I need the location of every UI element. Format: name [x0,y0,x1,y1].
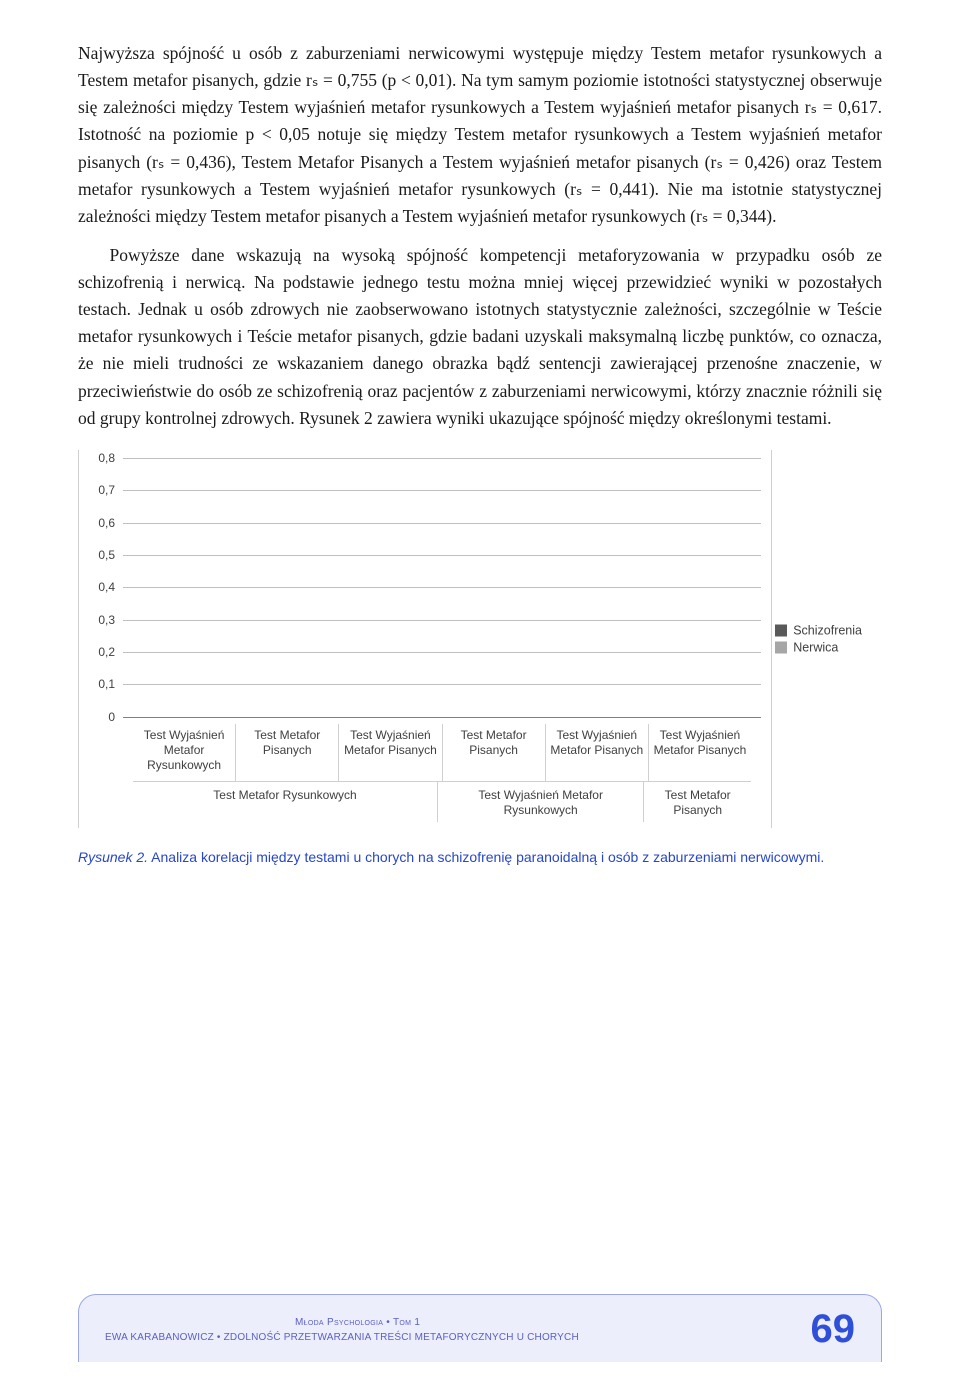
gridline [123,652,761,653]
x-label-top: Test Wyjaśnień Metafor Pisanych [338,724,441,781]
x-label-top: Test Wyjaśnień Metafor Pisanych [545,724,648,781]
paragraph-1: Najwyższa spójność u osób z zaburzeniami… [78,40,882,230]
x-label-top: Test Metafor Pisanych [235,724,338,781]
legend-swatch [775,624,787,636]
gridline [123,587,761,588]
y-tick-label: 0,2 [98,645,115,659]
y-tick-label: 0,7 [98,483,115,497]
footer-line2: EWA KARABANOWICZ • ZDOLNOŚĆ PRZETWARZANI… [105,1330,579,1345]
y-tick-label: 0,8 [98,451,115,465]
x-label-bottom: Test Metafor Pisanych [643,781,751,822]
legend-swatch [775,641,787,653]
gridline [123,458,761,459]
x-axis-bottom-labels: Test Metafor RysunkowychTest Wyjaśnień M… [123,781,761,828]
legend-item: Schizofrenia [775,623,862,637]
gridline [123,555,761,556]
x-label-top: Test Wyjaśnień Metafor Pisanych [648,724,751,781]
x-label-bottom: Test Metafor Rysunkowych [133,781,437,822]
gridline [123,620,761,621]
chart-plot-area: 00,10,20,30,40,50,60,70,8 [123,458,761,718]
y-tick-label: 0,6 [98,516,115,530]
figure-caption: Rysunek 2. Analiza korelacji między test… [78,848,882,868]
legend-item: Nerwica [775,640,862,654]
page-number: 69 [811,1307,856,1352]
x-label-top: Test Metafor Pisanych [442,724,545,781]
gridline [123,523,761,524]
figure-caption-text: Analiza korelacji między testami u chory… [148,849,824,865]
footer-text: Młoda Psychologia • Tom 1 EWA KARABANOWI… [105,1315,579,1345]
figure-caption-label: Rysunek 2. [78,849,148,865]
chart-legend: Schizofrenia Nerwica [775,620,862,657]
y-tick-label: 0,5 [98,548,115,562]
y-tick-label: 0,3 [98,613,115,627]
chart-wrapper: 00,10,20,30,40,50,60,70,8 Test Wyjaśnień… [78,450,882,828]
x-label-top: Test Wyjaśnień Metafor Rysunkowych [133,724,235,781]
y-tick-label: 0 [108,710,115,724]
y-tick-label: 0,4 [98,580,115,594]
page-footer: Młoda Psychologia • Tom 1 EWA KARABANOWI… [78,1294,882,1362]
footer-line1: Młoda Psychologia • Tom 1 [105,1315,579,1330]
y-tick-label: 0,1 [98,677,115,691]
paragraph-2: Powyższe dane wskazują na wysoką spójnoś… [78,242,882,432]
y-axis: 00,10,20,30,40,50,60,70,8 [85,458,119,717]
legend-label: Schizofrenia [793,623,862,637]
chart-frame: 00,10,20,30,40,50,60,70,8 Test Wyjaśnień… [78,450,772,828]
x-label-bottom: Test Wyjaśnień Metafor Rysunkowych [437,781,643,822]
gridline [123,684,761,685]
legend-label: Nerwica [793,640,838,654]
x-axis-top-labels: Test Wyjaśnień Metafor RysunkowychTest M… [123,718,761,781]
gridline [123,490,761,491]
